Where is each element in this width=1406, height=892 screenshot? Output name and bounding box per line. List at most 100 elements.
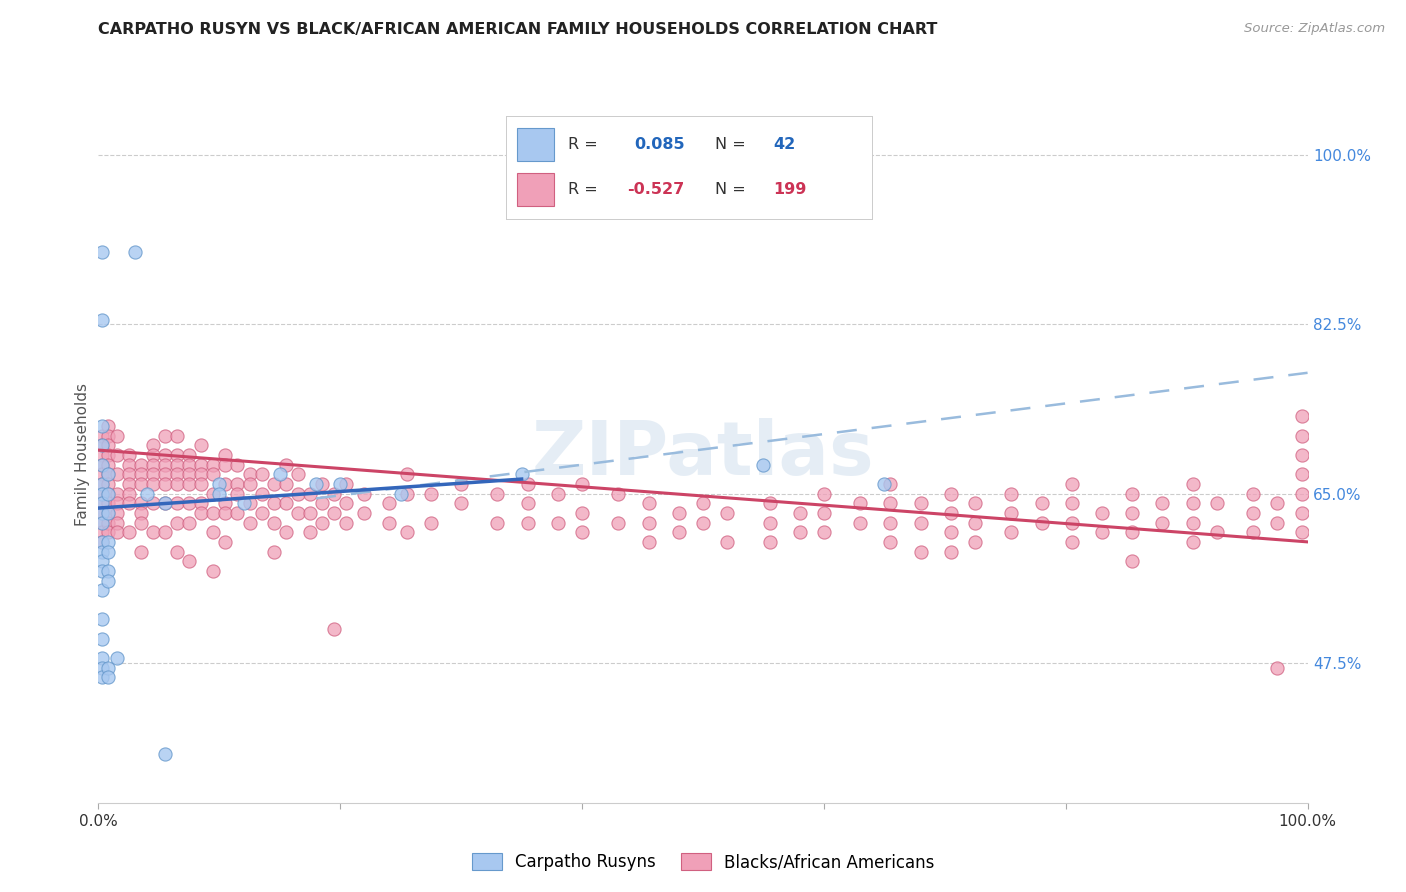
Point [142,438,165,452]
Point [420,486,443,500]
Point [250,486,273,500]
Point [91,506,114,520]
Point [395,467,418,482]
Point [692,496,714,510]
Point [91,660,114,674]
Text: 0.085: 0.085 [634,137,685,153]
Text: CARPATHO RUSYN VS BLACK/AFRICAN AMERICAN FAMILY HOUSEHOLDS CORRELATION CHART: CARPATHO RUSYN VS BLACK/AFRICAN AMERICAN… [98,22,938,37]
Point [1291,428,1313,442]
Point [166,496,188,510]
Point [263,496,285,510]
Point [118,467,141,482]
Point [202,564,225,578]
Point [1181,496,1204,510]
Point [91,544,114,558]
Point [214,458,236,472]
Point [118,525,141,540]
Point [939,506,962,520]
Point [214,535,236,549]
Point [752,458,775,472]
Point [91,516,114,530]
Point [1206,525,1229,540]
Point [571,525,593,540]
Point [179,476,201,491]
Point [190,476,212,491]
Point [789,525,811,540]
Text: N =: N = [714,137,745,153]
Point [91,535,114,549]
Point [232,496,254,510]
Point [97,506,120,520]
FancyBboxPatch shape [517,173,554,206]
Legend: Carpatho Rusyns, Blacks/African Americans: Carpatho Rusyns, Blacks/African American… [465,847,941,878]
Point [202,525,225,540]
Point [813,506,835,520]
Point [239,516,262,530]
Point [1241,506,1264,520]
Point [1181,476,1204,491]
Point [118,486,141,500]
Point [450,476,472,491]
Point [1152,516,1174,530]
Point [129,458,152,472]
Point [153,448,176,462]
Point [142,458,165,472]
Point [716,535,738,549]
Point [129,544,152,558]
Point [287,486,309,500]
Point [91,583,114,598]
Point [939,486,962,500]
Point [637,496,659,510]
Point [758,535,780,549]
Text: ZIPatlas: ZIPatlas [531,418,875,491]
Point [118,458,141,472]
Point [97,535,120,549]
Point [91,506,114,520]
Point [91,458,114,472]
Point [873,476,896,491]
Point [263,476,285,491]
Point [323,622,346,636]
Point [1291,467,1313,482]
Point [91,564,114,578]
Y-axis label: Family Households: Family Households [75,384,90,526]
Point [166,448,188,462]
Point [1060,516,1083,530]
Point [179,458,201,472]
Point [1267,660,1289,674]
Point [97,428,120,442]
Point [179,496,201,510]
Point [263,516,285,530]
Point [274,476,297,491]
Point [97,486,120,500]
Point [91,486,114,500]
Point [299,506,322,520]
Point [97,448,120,462]
Point [226,458,249,472]
Point [97,467,120,482]
Point [420,516,443,530]
Point [214,506,236,520]
Point [311,516,333,530]
Point [190,458,212,472]
Point [274,496,297,510]
Point [105,516,128,530]
Point [377,496,399,510]
Point [849,516,872,530]
Point [571,506,593,520]
Point [389,486,412,500]
Point [547,516,569,530]
Point [1121,506,1143,520]
Point [118,448,141,462]
Point [1060,476,1083,491]
Point [1267,496,1289,510]
Point [153,496,176,510]
Point [965,496,987,510]
Point [510,467,533,482]
Point [97,496,120,510]
Point [299,525,322,540]
Point [190,467,212,482]
Point [1181,535,1204,549]
Point [153,476,176,491]
Point [214,448,236,462]
